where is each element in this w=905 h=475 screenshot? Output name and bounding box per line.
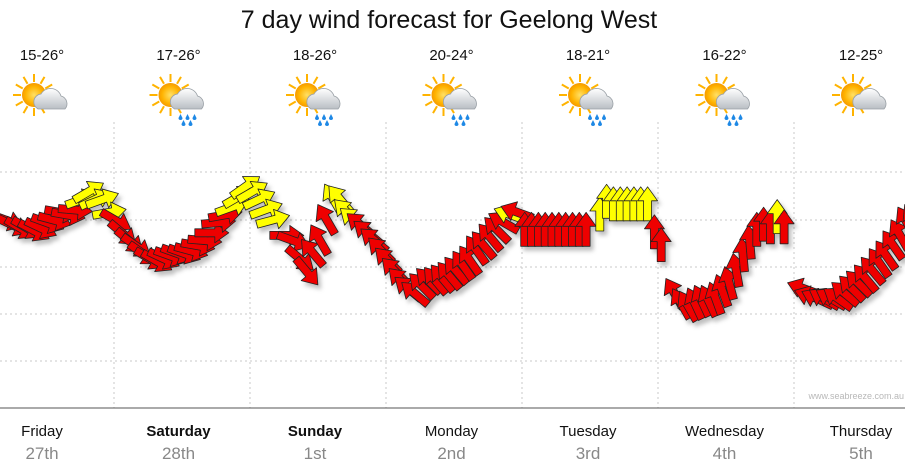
day-date: 1st	[304, 444, 327, 463]
wind-arrow	[773, 209, 795, 245]
temperature-range: 18-26°	[293, 47, 337, 64]
day-name: Sunday	[288, 423, 343, 440]
sun-cloud-icon	[832, 74, 887, 116]
temperature-range: 17-26°	[156, 47, 200, 64]
temperature-range: 16-22°	[702, 47, 746, 64]
x-axis: Friday 27th Saturday 28th Sunday 1st Monday 2nd…	[0, 407, 905, 463]
day-date: 28th	[162, 444, 195, 463]
wind-arrow	[292, 255, 319, 286]
day-date: 3rd	[576, 444, 601, 463]
sun-cloud-rain-icon	[695, 74, 750, 126]
temperature-labels: 15-26° 17-26° 18-26° 20-24° 18-21° 16-22° 12-2…	[20, 47, 883, 64]
day-date: 27th	[25, 444, 58, 463]
wind-arrow	[889, 219, 905, 252]
sun-cloud-icon	[13, 74, 68, 116]
day-name: Monday	[425, 423, 479, 440]
wind-arrow	[84, 188, 119, 210]
wind-arrow	[895, 206, 905, 239]
wind-arrow	[644, 214, 665, 250]
temperature-range: 18-21°	[566, 47, 610, 64]
wind-arrow	[575, 211, 597, 247]
wind-arrow	[902, 204, 905, 237]
wind-arrow	[308, 224, 332, 257]
wind-arrows	[0, 176, 905, 324]
day-name: Thursday	[830, 423, 893, 440]
sun-cloud-rain-icon	[422, 74, 477, 126]
sun-cloud-rain-icon	[149, 74, 204, 126]
day-date: 2nd	[437, 444, 465, 463]
wind-arrow	[650, 227, 672, 263]
chart-title: 7 day wind forecast for Geelong West	[241, 6, 657, 34]
day-date: 4th	[713, 444, 737, 463]
sun-cloud-rain-icon	[559, 74, 614, 126]
day-name: Wednesday	[685, 423, 764, 440]
wind-arrow	[637, 186, 658, 222]
sun-cloud-rain-icon	[286, 74, 341, 126]
wind-arrow	[255, 209, 290, 230]
temperature-range: 12-25°	[839, 47, 883, 64]
wind-arrow	[315, 204, 339, 237]
day-name: Saturday	[146, 423, 211, 440]
day-name: Friday	[21, 423, 63, 440]
weather-icons	[13, 74, 887, 126]
day-name: Tuesday	[560, 423, 617, 440]
temperature-range: 15-26°	[20, 47, 64, 64]
watermark: www.seabreeze.com.au	[807, 391, 904, 401]
temperature-range: 20-24°	[429, 47, 473, 64]
day-date: 5th	[849, 444, 873, 463]
